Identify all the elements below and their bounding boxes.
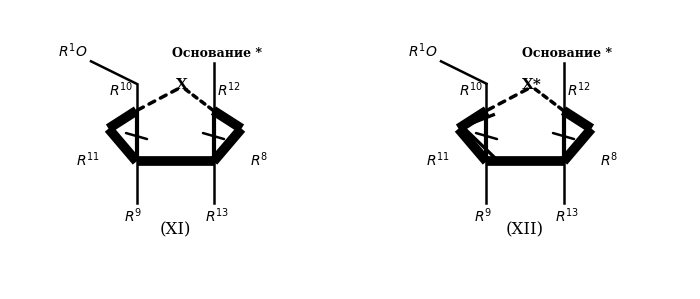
Text: $R^{13}$: $R^{13}$ [555,206,579,225]
Text: Основание *: Основание * [522,48,612,60]
Text: $R^1O$: $R^1O$ [58,41,88,60]
Text: $R^{11}$: $R^{11}$ [426,151,450,169]
Text: $R^{12}$: $R^{12}$ [567,81,591,99]
Text: $R^{11}$: $R^{11}$ [76,151,100,169]
Text: (XI): (XI) [160,222,190,239]
Text: $R^{10}$: $R^{10}$ [458,81,483,99]
Text: X*: X* [522,78,542,92]
Text: $R^{10}$: $R^{10}$ [108,81,133,99]
Text: $R^{12}$: $R^{12}$ [217,81,241,99]
Text: $R^{9}$: $R^{9}$ [124,206,142,225]
Text: $R^{8}$: $R^{8}$ [250,151,268,169]
Text: $R^{8}$: $R^{8}$ [600,151,618,169]
Text: $R^{9}$: $R^{9}$ [474,206,492,225]
Text: $R^1O$: $R^1O$ [408,41,438,60]
Text: (XII): (XII) [506,222,544,239]
Text: Основание *: Основание * [172,48,262,60]
Text: $R^{13}$: $R^{13}$ [205,206,229,225]
Text: X: X [176,78,188,92]
